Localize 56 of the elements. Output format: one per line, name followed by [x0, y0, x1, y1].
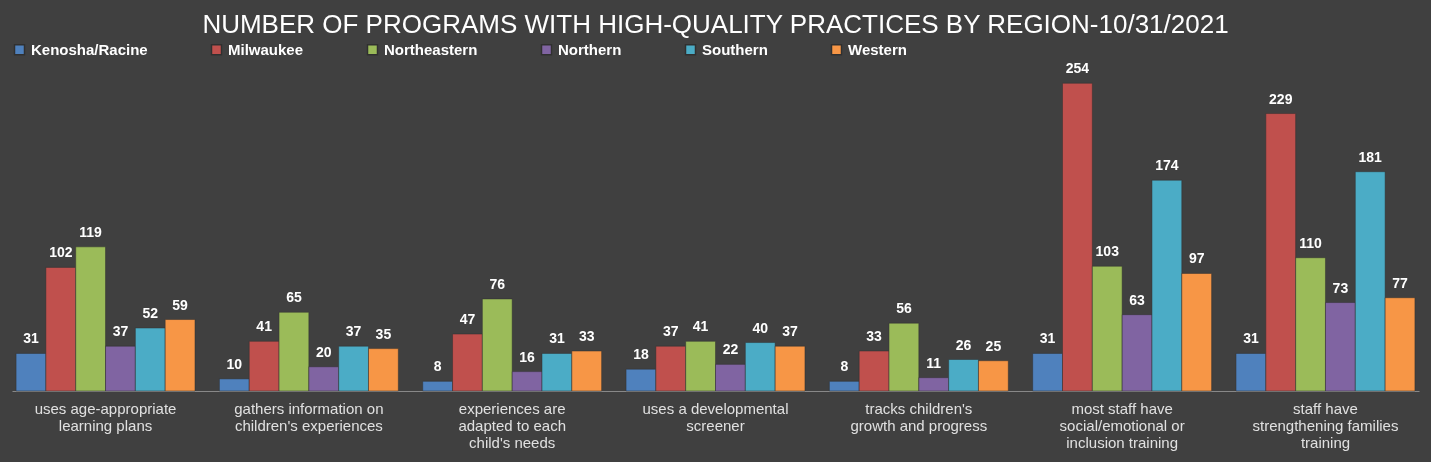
data-label: 110: [1299, 234, 1323, 251]
legend-label: Kenosha/Racine: [31, 40, 148, 58]
data-label: 37: [112, 323, 129, 340]
data-label: 8: [840, 358, 849, 375]
data-label: 11: [926, 354, 942, 371]
data-label: 10: [226, 355, 243, 372]
x-tick-label: most staff have social/emotional or inclusion training: [1059, 399, 1185, 451]
legend-label: Southern: [702, 40, 768, 58]
data-label: 16: [519, 348, 536, 365]
data-label: 174: [1155, 157, 1179, 174]
data-label: 22: [722, 341, 739, 358]
legend-label: Northeastern: [384, 40, 478, 58]
x-tick-label: gathers information on children's experiences: [234, 399, 384, 434]
legend-label: Western: [848, 40, 907, 58]
data-label: 52: [142, 305, 159, 321]
data-label: 77: [1392, 274, 1409, 291]
data-label: 35: [375, 325, 392, 342]
data-label: 37: [345, 323, 362, 340]
data-label: 33: [578, 328, 595, 345]
data-label: 26: [955, 336, 972, 353]
data-label: 181: [1358, 148, 1383, 165]
data-label: 73: [1332, 279, 1349, 296]
data-label: 59: [172, 296, 189, 313]
data-label: 8: [433, 358, 442, 375]
data-label: 254: [1065, 60, 1090, 77]
data-label: 119: [79, 223, 103, 240]
data-label: 31: [1243, 330, 1259, 347]
data-label: 103: [1095, 243, 1120, 260]
x-tick-label: tracks children's growth and progress: [850, 399, 988, 434]
data-label: 41: [692, 318, 709, 335]
data-label: 76: [489, 275, 506, 292]
data-label: 37: [662, 323, 679, 340]
data-label: 18: [633, 346, 649, 363]
chart-title: NUMBER OF PROGRAMS WITH HIGH-QUALITY PRACTICES BY REGION-10/31/2021: [202, 9, 1229, 39]
data-label: 97: [1188, 250, 1205, 267]
data-label: 25: [985, 337, 1002, 354]
x-tick-label: staff have strengthening families training: [1252, 399, 1399, 451]
data-label: 20: [315, 343, 332, 360]
legend-label: Northern: [558, 40, 622, 58]
data-label: 102: [49, 244, 73, 261]
x-tick-label: uses age-appropriate learning plans: [34, 399, 177, 434]
data-label: 63: [1129, 291, 1146, 308]
data-label: 229: [1269, 90, 1293, 107]
legend-label: Milwaukee: [228, 40, 304, 58]
data-label: 65: [286, 289, 302, 306]
data-label: 33: [866, 328, 883, 345]
data-label: 40: [752, 319, 769, 336]
data-label: 56: [896, 300, 912, 317]
data-label: 31: [23, 330, 39, 347]
data-label: 37: [782, 323, 799, 340]
x-tick-label: uses a developmental screener: [642, 399, 789, 434]
data-label: 31: [1039, 330, 1056, 347]
data-label: 47: [459, 311, 476, 328]
x-tick-label: experiences are adapted to each child's needs: [458, 399, 566, 451]
data-label: 41: [256, 318, 273, 335]
data-label: 31: [549, 330, 565, 347]
